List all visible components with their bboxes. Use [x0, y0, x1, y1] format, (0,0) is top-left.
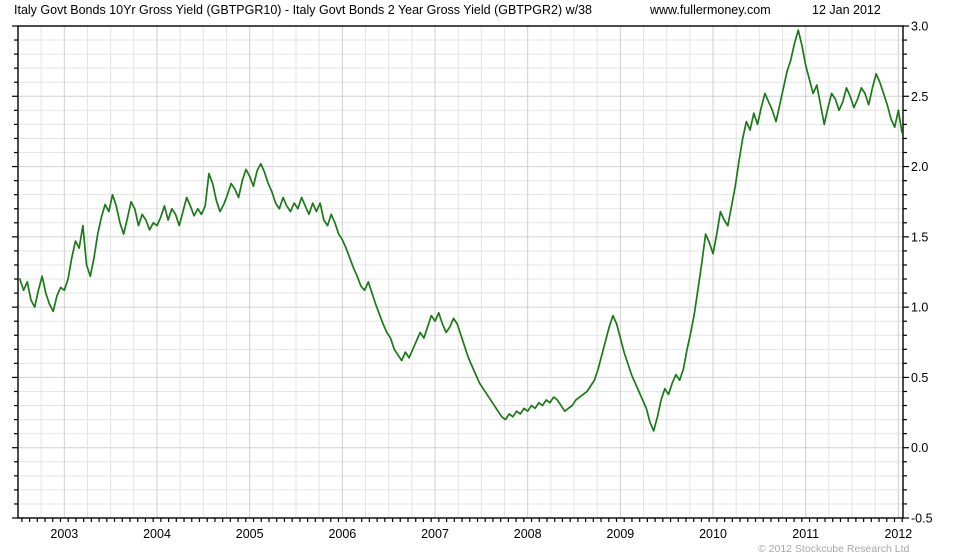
chart-date: 12 Jan 2012: [812, 3, 881, 17]
y-tick-label: 1.0: [911, 301, 928, 315]
x-tick-label: 2004: [143, 527, 171, 541]
y-tick-label: 2.0: [911, 160, 928, 174]
x-tick-label: 2012: [884, 527, 912, 541]
yield-spread-line: [19, 29, 903, 432]
x-tick-label: 2011: [792, 527, 819, 541]
x-tick-label: 2009: [606, 527, 634, 541]
x-tick-label: 2005: [236, 527, 264, 541]
left-axis-ticks: [12, 25, 18, 519]
x-tick-label: 2008: [514, 527, 542, 541]
vertical-gridlines: [40, 26, 899, 518]
y-axis-labels: 3.0 2.5 2.0 1.5 1.0 0.5 0.0 -0.5: [911, 20, 933, 526]
chart-title-bar: Italy Govt Bonds 10Yr Gross Yield (GBTPG…: [0, 0, 980, 22]
x-axis-labels: 2003 2004 2005 2006 2007 2008 2009 2010 2011 2012: [50, 527, 912, 541]
copyright-credit: © 2012 Stockcube Research Ltd: [758, 543, 910, 555]
y-tick-label: -0.5: [911, 512, 933, 526]
x-tick-label: 2010: [699, 527, 727, 541]
website-label: www.fullermoney.com: [650, 3, 771, 17]
y-tick-label: 3.0: [911, 20, 928, 34]
y-tick-label: 0.5: [911, 371, 928, 385]
x-tick-label: 2003: [50, 527, 78, 541]
chart-title: Italy Govt Bonds 10Yr Gross Yield (GBTPG…: [14, 3, 593, 17]
y-tick-label: 2.5: [911, 90, 928, 104]
plot-background: [18, 26, 903, 518]
x-tick-label: 2006: [328, 527, 356, 541]
plot-frame: [17, 25, 904, 519]
y-tick-label: 1.5: [911, 230, 928, 244]
x-tick-label: 2007: [421, 527, 449, 541]
right-axis-ticks: [903, 25, 909, 519]
y-tick-label: 0.0: [911, 441, 928, 455]
